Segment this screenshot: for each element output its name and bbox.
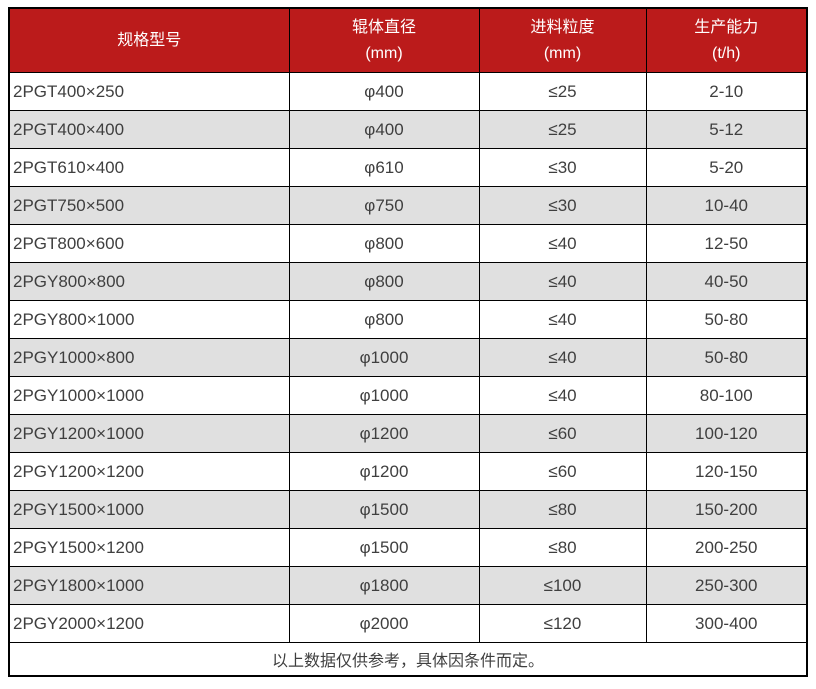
- header-cell-capacity: 生产能力 (t/h): [645, 7, 808, 73]
- capacity-cell: 80-100: [645, 376, 808, 415]
- roller-diameter-cell: φ400: [288, 72, 480, 111]
- model-cell: 2PGT750×500: [8, 186, 290, 225]
- header-cell-model: 规格型号: [8, 7, 290, 73]
- roller-diameter-cell: φ1200: [288, 452, 480, 491]
- roller-diameter-cell: φ1000: [288, 376, 480, 415]
- header-cell-roller-diameter: 辊体直径 (mm): [288, 7, 480, 73]
- feed-size-cell: ≤120: [478, 604, 647, 643]
- roller-diameter-cell: φ2000: [288, 604, 480, 643]
- table-row: 2PGY1200×1200 φ1200 ≤60 120-150: [8, 452, 808, 491]
- feed-size-cell: ≤80: [478, 490, 647, 529]
- feed-size-cell: ≤40: [478, 224, 647, 263]
- roller-diameter-cell: φ1800: [288, 566, 480, 605]
- model-cell: 2PGY1800×1000: [8, 566, 290, 605]
- table-row: 2PGY1000×1000 φ1000 ≤40 80-100: [8, 376, 808, 415]
- table-row: 2PGT400×400 φ400 ≤25 5-12: [8, 110, 808, 149]
- model-cell: 2PGT610×400: [8, 148, 290, 187]
- feed-size-cell: ≤30: [478, 148, 647, 187]
- feed-size-cell: ≤40: [478, 376, 647, 415]
- specification-table: 规格型号 辊体直径 (mm) 进料粒度 (mm) 生产能力 (t/h) 2PGT…: [8, 7, 808, 677]
- roller-diameter-cell: φ1500: [288, 528, 480, 567]
- footer-row: 以上数据仅供参考，具体因条件而定。: [8, 642, 808, 677]
- table-row: 2PGY800×1000 φ800 ≤40 50-80: [8, 300, 808, 339]
- column-label-capacity: 生产能力: [694, 18, 759, 36]
- feed-size-cell: ≤40: [478, 338, 647, 377]
- model-cell: 2PGT400×400: [8, 110, 290, 149]
- model-cell: 2PGY1500×1000: [8, 490, 290, 529]
- table-row: 2PGY1500×1000 φ1500 ≤80 150-200: [8, 490, 808, 529]
- feed-size-cell: ≤25: [478, 110, 647, 149]
- model-cell: 2PGY1000×1000: [8, 376, 290, 415]
- capacity-cell: 12-50: [645, 224, 808, 263]
- model-cell: 2PGT400×250: [8, 72, 290, 111]
- table-row: 2PGT750×500 φ750 ≤30 10-40: [8, 186, 808, 225]
- column-label-feed-size: 进料粒度: [530, 18, 595, 36]
- model-cell: 2PGY800×800: [8, 262, 290, 301]
- roller-diameter-cell: φ1200: [288, 414, 480, 453]
- capacity-cell: 150-200: [645, 490, 808, 529]
- table-row: 2PGY2000×1200 φ2000 ≤120 300-400: [8, 604, 808, 643]
- table-row: 2PGY1200×1000 φ1200 ≤60 100-120: [8, 414, 808, 453]
- feed-size-cell: ≤60: [478, 414, 647, 453]
- column-label-model: 规格型号: [117, 31, 182, 49]
- capacity-cell: 200-250: [645, 528, 808, 567]
- capacity-cell: 5-12: [645, 110, 808, 149]
- capacity-cell: 300-400: [645, 604, 808, 643]
- capacity-cell: 100-120: [645, 414, 808, 453]
- table-row: 2PGT610×400 φ610 ≤30 5-20: [8, 148, 808, 187]
- column-unit-roller-diameter: (mm): [365, 44, 403, 62]
- roller-diameter-cell: φ800: [288, 300, 480, 339]
- capacity-cell: 50-80: [645, 338, 808, 377]
- roller-diameter-cell: φ750: [288, 186, 480, 225]
- feed-size-cell: ≤100: [478, 566, 647, 605]
- model-cell: 2PGT800×600: [8, 224, 290, 263]
- table-row: 2PGT400×250 φ400 ≤25 2-10: [8, 72, 808, 111]
- model-cell: 2PGY800×1000: [8, 300, 290, 339]
- capacity-cell: 10-40: [645, 186, 808, 225]
- footer-note: 以上数据仅供参考，具体因条件而定。: [8, 642, 808, 677]
- header-row: 规格型号 辊体直径 (mm) 进料粒度 (mm) 生产能力 (t/h): [8, 7, 808, 73]
- capacity-cell: 120-150: [645, 452, 808, 491]
- roller-diameter-cell: φ800: [288, 224, 480, 263]
- roller-diameter-cell: φ610: [288, 148, 480, 187]
- table-footer: 以上数据仅供参考，具体因条件而定。: [8, 642, 808, 677]
- table-row: 2PGY1500×1200 φ1500 ≤80 200-250: [8, 528, 808, 567]
- model-cell: 2PGY2000×1200: [8, 604, 290, 643]
- column-label-roller-diameter: 辊体直径: [351, 18, 416, 36]
- capacity-cell: 250-300: [645, 566, 808, 605]
- feed-size-cell: ≤30: [478, 186, 647, 225]
- model-cell: 2PGY1000×800: [8, 338, 290, 377]
- table-body: 2PGT400×250 φ400 ≤25 2-10 2PGT400×400 φ400 ≤25…: [8, 72, 808, 643]
- model-cell: 2PGY1200×1200: [8, 452, 290, 491]
- feed-size-cell: ≤40: [478, 262, 647, 301]
- table-row: 2PGY1000×800 φ1000 ≤40 50-80: [8, 338, 808, 377]
- column-unit-capacity: (t/h): [712, 44, 741, 62]
- roller-diameter-cell: φ400: [288, 110, 480, 149]
- table-row: 2PGT800×600 φ800 ≤40 12-50: [8, 224, 808, 263]
- capacity-cell: 2-10: [645, 72, 808, 111]
- feed-size-cell: ≤40: [478, 300, 647, 339]
- capacity-cell: 50-80: [645, 300, 808, 339]
- capacity-cell: 5-20: [645, 148, 808, 187]
- table-header: 规格型号 辊体直径 (mm) 进料粒度 (mm) 生产能力 (t/h): [8, 7, 808, 73]
- feed-size-cell: ≤80: [478, 528, 647, 567]
- model-cell: 2PGY1200×1000: [8, 414, 290, 453]
- table-row: 2PGY1800×1000 φ1800 ≤100 250-300: [8, 566, 808, 605]
- feed-size-cell: ≤60: [478, 452, 647, 491]
- column-unit-feed-size: (mm): [543, 44, 582, 62]
- header-cell-feed-size: 进料粒度 (mm): [478, 7, 647, 73]
- roller-diameter-cell: φ800: [288, 262, 480, 301]
- table-row: 2PGY800×800 φ800 ≤40 40-50: [8, 262, 808, 301]
- feed-size-cell: ≤25: [478, 72, 647, 111]
- roller-diameter-cell: φ1500: [288, 490, 480, 529]
- capacity-cell: 40-50: [645, 262, 808, 301]
- model-cell: 2PGY1500×1200: [8, 528, 290, 567]
- roller-diameter-cell: φ1000: [288, 338, 480, 377]
